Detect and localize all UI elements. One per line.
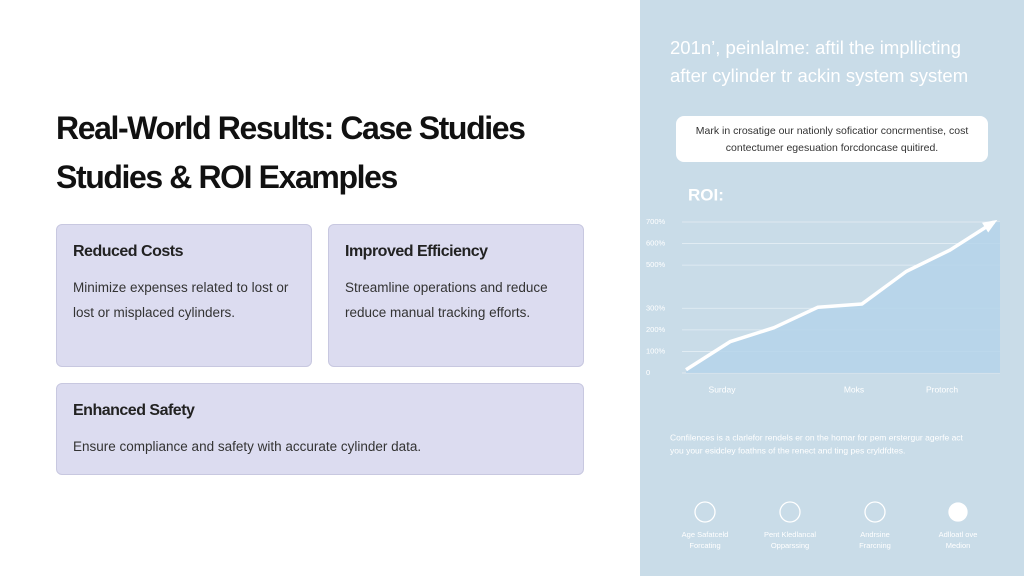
feature-caption: Andrsine [860, 530, 890, 539]
card-heading: Enhanced Safety [73, 402, 195, 419]
footnote: you your esidcley foathns of the renect … [670, 445, 905, 455]
card: Reduced Costs Minimize expenses related … [56, 224, 312, 367]
callout-text: Mark in crosatige our nationly soficatio… [696, 125, 969, 137]
y-tick-label: 200% [646, 325, 666, 334]
card-text: Ensure compliance and safety with accura… [73, 439, 422, 454]
icon [694, 501, 716, 523]
feature-icons [694, 501, 968, 523]
y-tick-label: 100% [646, 346, 666, 355]
panel-heading: 201n’, peinlalme: aftil the impllicting [670, 37, 961, 58]
y-tick-label: 600% [646, 239, 666, 248]
area [686, 222, 1000, 373]
feature-caption: Forcating [689, 541, 720, 550]
feature-caption: Age Safatceld [682, 530, 729, 539]
card-text: lost or misplaced cylinders. [73, 305, 236, 320]
x-tick-label: Surday [709, 384, 737, 394]
card: Improved Efficiency Streamline operation… [328, 224, 584, 367]
icon [948, 502, 968, 522]
card-text: Minimize expenses related to lost or [73, 280, 289, 295]
chart-title: ROI: [688, 185, 724, 204]
x-tick-label: Moks [844, 384, 864, 394]
line [685, 220, 995, 372]
card-heading: Reduced Costs [73, 243, 183, 260]
title-line: Studies & ROI Examples [56, 159, 398, 195]
feature-caption: Frarcning [859, 541, 891, 550]
y-tick-label: 300% [646, 303, 666, 312]
y-tick-label: 500% [646, 260, 666, 269]
y-tick-label: 0 [646, 368, 650, 377]
icon [779, 501, 801, 523]
icon [864, 501, 886, 523]
feature-caption: Opparssing [771, 541, 809, 550]
card-text: Streamline operations and reduce [345, 280, 548, 295]
title-line: Real-World Results: Case Studies [56, 110, 526, 146]
feature-caption: Medion [946, 541, 971, 550]
arrow-head [982, 219, 998, 233]
card-heading: Improved Efficiency [345, 243, 488, 260]
footnote: Confilences is a clarlefor rendels er on… [670, 432, 964, 442]
infographic-panel: 201n’, peinlalme: aftil the impllicting … [640, 0, 1024, 576]
slide-title: Real-World Results: Case Studies Studies… [56, 104, 526, 202]
card-text: reduce manual tracking efforts. [345, 305, 531, 320]
panel-heading: after cylinder tr ackin system system [670, 65, 968, 86]
feature-caption: Adlloatl ove [939, 530, 978, 539]
callout-text: contectumer egesuation forcdoncase quiti… [726, 142, 938, 154]
x-tick-label: Protorch [926, 384, 958, 394]
y-tick-label: 700% [646, 217, 666, 226]
card: Enhanced Safety Ensure compliance and sa… [56, 383, 584, 475]
callout-box [676, 116, 988, 162]
feature-caption: Pent Kledlancal [764, 530, 816, 539]
